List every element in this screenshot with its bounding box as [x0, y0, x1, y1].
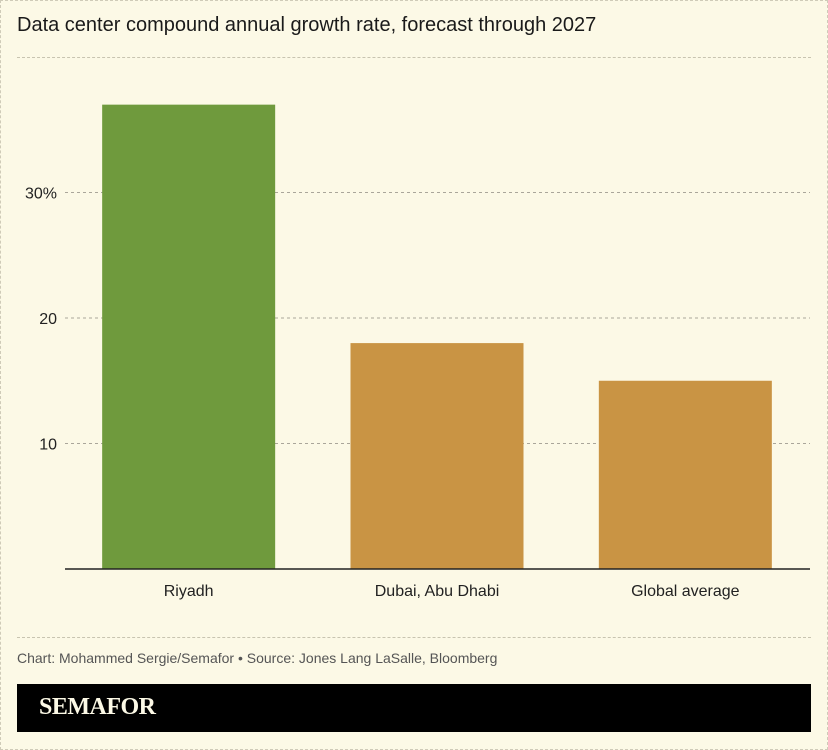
y-tick-label: 30%	[25, 186, 57, 203]
bar-riyadh	[102, 104, 276, 570]
y-tick-label: 20	[39, 311, 57, 328]
footer-divider	[17, 637, 811, 638]
x-tick-label: Riyadh	[164, 583, 214, 600]
bar-dubai-abu-dhabi	[350, 343, 524, 569]
title-divider	[17, 57, 811, 58]
chart-credit: Chart: Mohammed Sergie/Semafor • Source:…	[17, 650, 498, 666]
semafor-logo: SEMAFOR	[39, 694, 156, 720]
brand-bar: SEMAFOR	[17, 684, 811, 732]
x-tick-label: Dubai, Abu Dhabi	[375, 583, 500, 600]
x-tick-label: Global average	[631, 583, 740, 600]
bar-chart: 10 20 30% Riyadh Dubai, Abu Dhabi Global aver…	[25, 104, 810, 600]
bar-global-average	[598, 380, 772, 569]
chart-title: Data center compound annual growth rate,…	[17, 14, 597, 36]
y-tick-label: 10	[39, 437, 57, 454]
